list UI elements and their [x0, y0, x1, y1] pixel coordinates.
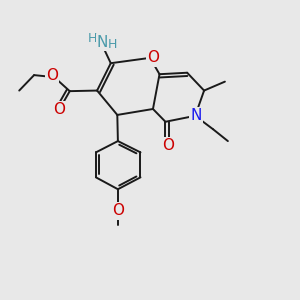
Text: H: H [87, 32, 97, 45]
Text: O: O [162, 138, 174, 153]
Text: O: O [112, 203, 124, 218]
Text: O: O [53, 102, 65, 117]
Text: H: H [108, 38, 118, 51]
Text: O: O [46, 68, 58, 83]
Text: O: O [148, 50, 160, 65]
Text: N: N [97, 35, 108, 50]
Text: N: N [190, 108, 202, 123]
